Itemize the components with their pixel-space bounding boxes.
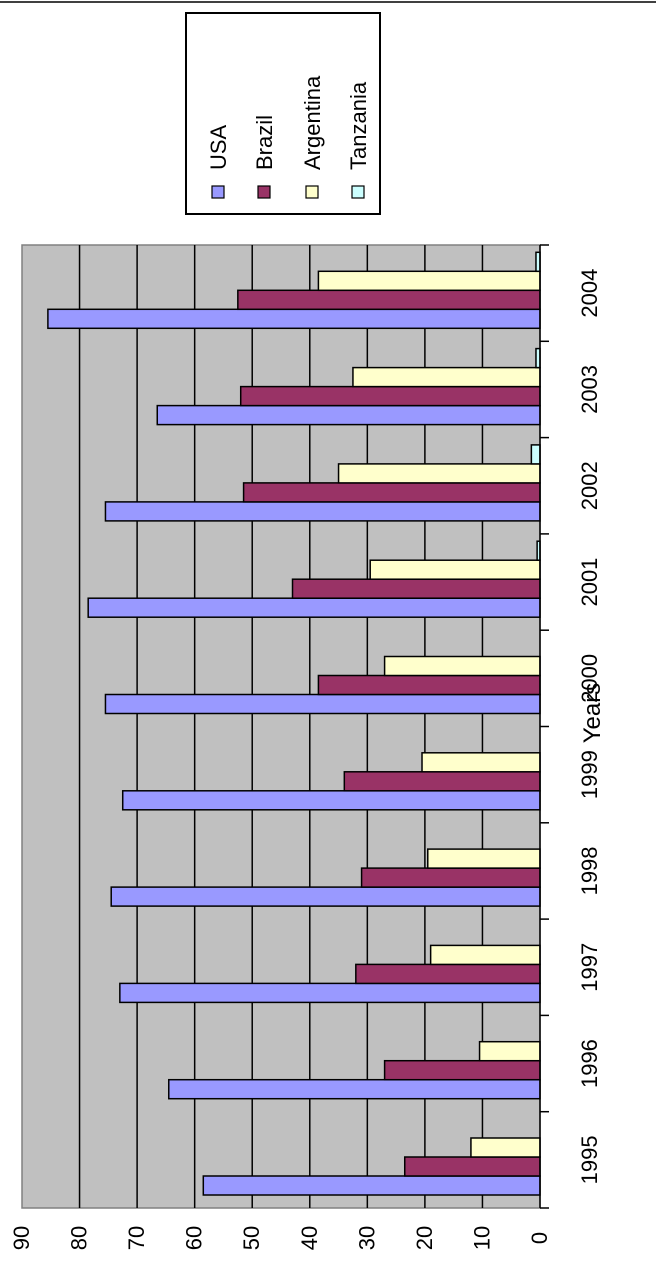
bar-brazil-1997 — [355, 963, 541, 985]
bar-usa-2001 — [87, 597, 541, 618]
x-axis-title: Years — [579, 683, 606, 744]
bar-usa-2000 — [104, 693, 541, 715]
category-axis-labels: 1995 1996 1997 1998 1999 2000 2001 2002 2003 2004 — [577, 269, 602, 1185]
legend-swatch-usa — [211, 185, 225, 199]
bar-usa-1996 — [168, 1078, 541, 1100]
legend-label-argentina: Argentina — [300, 75, 325, 170]
legend-label-brazil: Brazil — [252, 115, 277, 170]
legend: USA Brazil Argentina Tanzania — [185, 12, 381, 215]
bar-usa-2002 — [104, 501, 541, 522]
bar-usa-1997 — [119, 982, 541, 1004]
legend-swatch-tanzania — [351, 185, 365, 199]
bar-argentina-1999 — [421, 752, 541, 773]
value-tick-label-30: 30 — [354, 1226, 379, 1250]
category-label-2003: 2003 — [577, 365, 602, 414]
value-tick-label-90: 90 — [9, 1226, 34, 1250]
bar-brazil-1999 — [343, 771, 541, 792]
category-label-2000: 2000 — [577, 654, 602, 703]
bar-tanzania-2002 — [530, 444, 541, 465]
value-tick-label-20: 20 — [412, 1226, 437, 1250]
value-axis-labels: 0 10 20 30 40 50 60 70 80 90 — [9, 1226, 552, 1250]
bar-argentina-1997 — [429, 944, 541, 966]
legend-box — [185, 12, 381, 215]
value-tick-label-0: 0 — [527, 1232, 552, 1244]
bar-brazil-2002 — [242, 482, 541, 503]
bar-argentina-1998 — [427, 848, 541, 869]
legend-label-usa: USA — [206, 124, 231, 170]
category-label-1997: 1997 — [577, 943, 602, 992]
bar-usa-1995 — [202, 1175, 541, 1196]
bar-usa-1999 — [121, 790, 541, 811]
bar-usa-2003 — [156, 404, 541, 426]
value-tick-label-40: 40 — [297, 1226, 322, 1250]
bar-brazil-1996 — [383, 1059, 541, 1081]
legend-swatch-argentina — [305, 185, 319, 199]
category-label-2001: 2001 — [577, 558, 602, 607]
bar-usa-1998 — [110, 886, 541, 907]
value-tick-label-60: 60 — [182, 1226, 207, 1250]
category-label-1995: 1995 — [577, 1135, 602, 1184]
bar-argentina-2001 — [369, 559, 541, 580]
bar-brazil-2004 — [237, 289, 541, 311]
bar-argentina-2004 — [317, 270, 541, 292]
bar-argentina-1995 — [470, 1137, 541, 1158]
bar-brazil-2000 — [317, 674, 541, 696]
bars — [47, 251, 541, 1196]
bar-brazil-1995 — [403, 1156, 541, 1177]
legend-label-tanzania: Tanzania — [346, 81, 371, 170]
bar-usa-2004 — [47, 308, 541, 330]
legend-swatch-brazil — [257, 185, 271, 199]
bar-argentina-2002 — [337, 463, 541, 484]
bar-brazil-2003 — [239, 385, 541, 407]
category-label-2002: 2002 — [577, 461, 602, 510]
value-tick-label-50: 50 — [239, 1226, 264, 1250]
bar-brazil-2001 — [291, 578, 541, 599]
bar-argentina-2003 — [352, 366, 541, 388]
value-tick-label-80: 80 — [67, 1226, 92, 1250]
category-label-1996: 1996 — [577, 1039, 602, 1088]
bar-argentina-1996 — [478, 1040, 541, 1062]
value-tick-label-70: 70 — [124, 1226, 149, 1250]
category-label-1999: 1999 — [577, 750, 602, 799]
bar-brazil-1998 — [360, 867, 541, 888]
category-label-1998: 1998 — [577, 846, 602, 895]
value-tick-label-10: 10 — [469, 1226, 494, 1250]
bar-argentina-2000 — [383, 655, 541, 677]
category-label-2004: 2004 — [577, 269, 602, 318]
category-axis-ticks — [540, 244, 549, 1209]
